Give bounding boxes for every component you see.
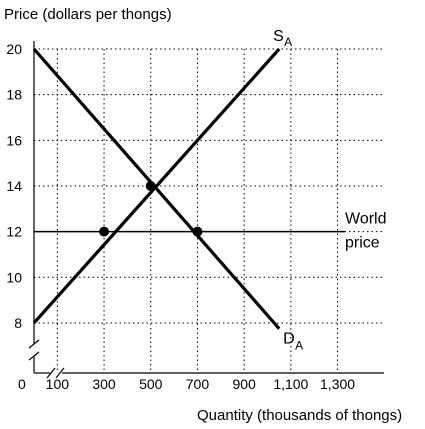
demand-label-subscript: A (295, 339, 303, 353)
supply-label-subscript: A (284, 35, 292, 49)
y-tick-label: 20 (6, 41, 22, 57)
axes (28, 41, 384, 379)
y-tick-label: 12 (6, 224, 22, 240)
y-tick-label: 8 (14, 315, 22, 331)
y-tick-label: 14 (6, 178, 22, 194)
data-point (145, 180, 156, 191)
supply-curve (32, 47, 281, 325)
x-tick-label: 900 (232, 376, 256, 392)
x-axis-title: Quantity (thousands of thongs) (197, 407, 402, 424)
demand-label: D (283, 331, 295, 348)
x-axis-break-mark (55, 367, 65, 379)
tick-labels: 8 10 12 14 16 18 20 100 300 500 700 900 1,100 1,300 (6, 41, 355, 392)
world-price-label-line1: World (345, 211, 387, 228)
x-tick-label: 500 (139, 376, 163, 392)
grid (34, 48, 384, 373)
y-axis-title: Price (dollars per thongs) (4, 6, 172, 23)
x-tick-label: 300 (92, 376, 116, 392)
data-point (192, 226, 203, 237)
series (32, 47, 345, 330)
data-point (99, 226, 110, 237)
x-tick-label: 1,100 (273, 376, 308, 392)
world-price-label-line2: price (345, 235, 380, 252)
y-axis-break-mark (28, 339, 40, 349)
x-tick-label: 100 (46, 376, 70, 392)
demand-curve (32, 47, 281, 330)
supply-label: S (273, 28, 284, 45)
y-axis-break-mark (28, 351, 40, 361)
x-tick-label: 1,300 (320, 376, 355, 392)
y-tick-label: 16 (6, 132, 22, 148)
x-axis-break-mark (46, 367, 56, 379)
origin-label: 0 (18, 376, 26, 392)
y-tick-label: 18 (6, 87, 22, 103)
x-tick-label: 700 (186, 376, 210, 392)
y-tick-label: 10 (6, 269, 22, 285)
points (99, 180, 203, 237)
